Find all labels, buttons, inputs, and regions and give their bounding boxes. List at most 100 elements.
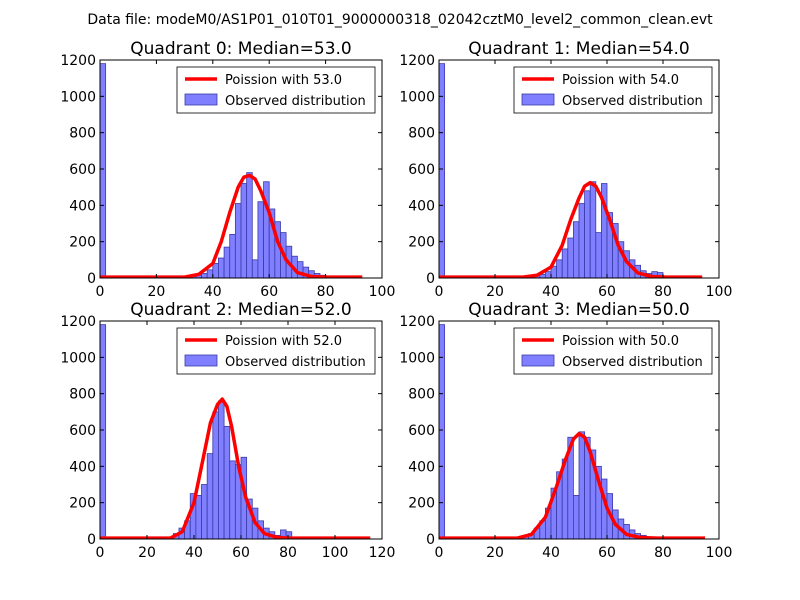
legend-observed-label: Observed distribution [225, 355, 366, 370]
histogram-bar [212, 263, 219, 278]
histogram-bar [240, 183, 248, 278]
legend-observed-swatch [521, 93, 555, 106]
x-tick-label: 80 [317, 284, 335, 300]
poisson-curve [439, 431, 705, 539]
histogram-bar [584, 190, 591, 278]
x-tick-label: 60 [598, 284, 616, 300]
y-tick-label: 200 [408, 235, 435, 251]
y-tick-label: 800 [408, 126, 435, 142]
x-tick-label: 80 [654, 284, 672, 300]
histogram-bar [229, 233, 236, 278]
histogram-bar [223, 425, 231, 539]
x-tick-label: 60 [598, 545, 616, 561]
histogram-bar [206, 269, 214, 278]
poisson-curve [439, 180, 703, 278]
legend-observed-swatch [184, 93, 218, 106]
histogram-bar [285, 531, 293, 539]
legend-poisson-label: Poission with 52.0 [225, 334, 342, 349]
quadrant-1-panel: Quadrant 1: Median=54.00 20 40 60 80 10002004… [399, 39, 732, 300]
histogram-bar [561, 248, 569, 278]
histogram-bar [545, 271, 552, 278]
y-tick-label: 600 [69, 423, 96, 439]
histogram-bar [578, 431, 585, 539]
y-tick-label: 400 [408, 198, 435, 214]
quadrant-3-plot-area [439, 324, 705, 539]
poisson-curve [100, 173, 363, 278]
histogram-bar [201, 484, 208, 539]
histogram-bar [251, 259, 259, 278]
y-tick-label: 1000 [60, 89, 96, 105]
x-tick-label: 20 [147, 284, 165, 300]
y-tick-label: 200 [408, 496, 435, 512]
quadrant-2-legend: Poission with 52.0 Observed distribution [176, 327, 376, 375]
y-tick-label: 200 [69, 496, 96, 512]
quadrant-3-title: Quadrant 3: Median=50.0 [468, 300, 690, 320]
x-tick-label: 40 [542, 284, 560, 300]
y-tick-label: 1200 [60, 314, 96, 330]
y-tick-label: 0 [426, 532, 435, 548]
quadrant-0-panel: Quadrant 0: Median=53.00 20 40 60 80 10002004… [60, 39, 395, 300]
quadrant-3-legend: Poission with 50.0 Observed distribution [513, 327, 713, 375]
quadrant-1-legend: Poission with 54.0 Observed distribution [513, 66, 713, 114]
x-tick-label: 40 [204, 284, 222, 300]
x-tick-label: 100 [706, 284, 733, 300]
y-tick-label: 600 [408, 423, 435, 439]
histogram-bar [439, 63, 445, 278]
histogram-bar [573, 221, 580, 278]
y-tick-label: 200 [69, 235, 96, 251]
poisson-curve [100, 397, 371, 539]
quadrant-0-title: Quadrant 0: Median=53.0 [130, 39, 352, 59]
x-tick-label: 80 [654, 545, 672, 561]
histogram-bar [595, 232, 602, 278]
histogram-bar [229, 460, 236, 539]
histogram-bar [234, 203, 242, 278]
y-tick-label: 1200 [60, 53, 96, 69]
x-tick-label: 80 [279, 545, 297, 561]
quadrant-0-legend: Poission with 53.0 Observed distribution [176, 66, 376, 114]
x-tick-label: 0 [96, 284, 105, 300]
histogram-bar [556, 259, 563, 278]
y-tick-label: 600 [408, 162, 435, 178]
y-tick-label: 400 [69, 459, 96, 475]
y-tick-label: 0 [87, 271, 96, 287]
legend-poisson-label: Poission with 50.0 [562, 334, 679, 349]
legend-observed-label: Observed distribution [562, 94, 703, 109]
histogram-bar [246, 172, 253, 278]
x-tick-label: 60 [260, 284, 278, 300]
figure-suptitle: Data file: modeM0/AS1P01_010T01_90000003… [87, 12, 713, 28]
legend-observed-label: Observed distribution [225, 94, 366, 109]
y-tick-label: 1000 [60, 350, 96, 366]
y-tick-label: 400 [69, 198, 96, 214]
x-tick-label: 40 [185, 545, 203, 561]
x-tick-label: 100 [369, 284, 396, 300]
histogram-bar [223, 246, 231, 278]
legend-observed-label: Observed distribution [562, 355, 703, 370]
y-tick-label: 0 [426, 271, 435, 287]
histogram-bar [195, 494, 202, 539]
x-tick-label: 100 [322, 545, 349, 561]
quadrant-2-panel: Quadrant 2: Median=52.00 20 40 60 80 100 12002… [60, 300, 395, 561]
x-tick-label: 40 [542, 545, 560, 561]
x-tick-label: 0 [435, 545, 444, 561]
quadrant-1-title: Quadrant 1: Median=54.0 [468, 39, 690, 59]
y-tick-label: 1200 [399, 314, 435, 330]
quadrant-2-title: Quadrant 2: Median=52.0 [130, 300, 352, 320]
y-tick-label: 600 [69, 162, 96, 178]
y-tick-label: 1200 [399, 53, 435, 69]
x-tick-label: 120 [369, 545, 396, 561]
histogram-bar [589, 181, 597, 278]
histogram-bar [573, 494, 580, 539]
legend-poisson-label: Poission with 54.0 [562, 73, 679, 88]
x-tick-label: 20 [138, 545, 156, 561]
histogram-bar [201, 273, 208, 278]
quadrant-3-panel: Quadrant 3: Median=50.00 20 40 60 80 10002004… [399, 300, 732, 561]
legend-observed-swatch [521, 354, 555, 367]
histogram-bar [567, 237, 574, 278]
histogram-bar [218, 400, 225, 539]
y-tick-label: 0 [87, 532, 96, 548]
y-tick-label: 1000 [399, 350, 435, 366]
histogram-bar [206, 453, 214, 539]
legend-poisson-label: Poission with 53.0 [225, 73, 342, 88]
histogram-bar [578, 203, 585, 278]
